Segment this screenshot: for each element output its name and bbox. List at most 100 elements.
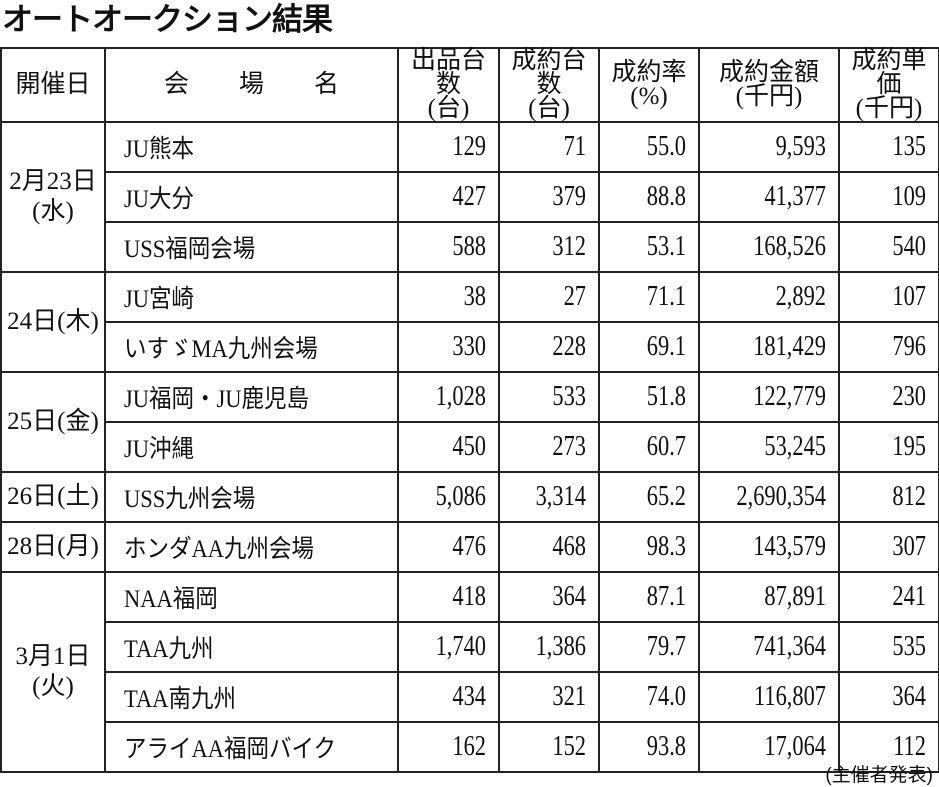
unit-price-cell: 540 (838, 221, 939, 273)
sold-rate-cell: 93.8 (598, 721, 700, 773)
unit-price-value: 364 (892, 681, 926, 712)
sold-amount-value: 9,593 (775, 131, 826, 162)
table-row: 26日(土) USS九州会場 5,086 3,314 65.2 2,690,354 812 (0, 471, 939, 523)
table-row: 24日(木) JU宮崎 38 27 71.1 2,892 107 (0, 271, 939, 373)
unit-price-cell: 307 (838, 521, 939, 573)
venue-cell: USS福岡会場 (104, 221, 399, 273)
sold-count-value: 312 (552, 231, 586, 262)
sold-amount-value: 741,364 (753, 631, 826, 662)
sold-count-cell: 3,314 (498, 471, 600, 523)
table-row: 28日(月) ホンダAA九州会場 476 468 98.3 143,579 307 (0, 521, 939, 573)
date-cell: 28日(月) (0, 521, 106, 573)
listed-count-cell: 434 (397, 671, 500, 723)
venue-cell: JU大分 (104, 171, 399, 223)
venue-value: JU大分 (124, 186, 195, 213)
sold-amount-cell: 116,807 (698, 671, 840, 723)
date-label: 28日(月) (7, 533, 99, 560)
sold-count-cell: 71 (498, 121, 600, 173)
venue-value: USS福岡会場 (124, 236, 256, 263)
listed-count-cell: 418 (397, 571, 500, 623)
sold-rate-value: 53.1 (646, 231, 686, 262)
unit-price-cell: 107 (838, 271, 939, 323)
weekday-label: (水) (32, 198, 74, 225)
unit-price-cell: 230 (838, 371, 939, 423)
venue-cell: JU福岡・JU鹿児島 (104, 371, 399, 423)
table-row: 2月23日 (水) JU熊本 129 71 55.0 9,593 135 (0, 121, 939, 273)
header-label: 成約率 (611, 59, 687, 86)
listed-count-cell: 1,028 (397, 371, 500, 423)
header-label: 成約単価 (851, 47, 927, 98)
listed-count-cell: 476 (397, 521, 500, 573)
sold-rate-value: 93.8 (646, 731, 686, 762)
sold-rate-cell: 79.7 (598, 621, 700, 673)
table-row: USS福岡会場 588 312 53.1 168,526 540 (1, 221, 939, 273)
table-row: 25日(金) JU福岡・JU鹿児島 1,028 533 51.8 122,779 230 (0, 371, 939, 473)
sold-count-value: 379 (552, 181, 586, 212)
sold-count-value: 3,314 (535, 481, 586, 512)
header-unit: (台) (427, 95, 470, 122)
sold-count-cell: 533 (498, 371, 600, 423)
sold-count-cell: 321 (498, 671, 600, 723)
venue-value: USS九州会場 (124, 486, 256, 513)
unit-price-cell: 109 (838, 171, 939, 223)
date-cell: 26日(土) (0, 471, 106, 523)
sold-rate-cell: 55.0 (598, 121, 700, 173)
sold-count-value: 468 (552, 531, 586, 562)
listed-count-value: 418 (452, 581, 486, 612)
unit-price-cell: 535 (838, 621, 939, 673)
column-header: 出品台数 (台) (397, 47, 500, 123)
unit-price-cell: 112 (838, 721, 939, 773)
listed-count-cell: 129 (397, 121, 500, 173)
sold-count-cell: 312 (498, 221, 600, 273)
sold-rate-cell: 53.1 (598, 221, 700, 273)
venue-value: JU沖縄 (124, 436, 195, 463)
table-row: TAA南九州 434 321 74.0 116,807 364 (1, 671, 939, 723)
header-label: 成約金額 (718, 59, 819, 86)
venue-cell: アライAA福岡バイク (104, 721, 399, 773)
sold-amount-cell: 87,891 (698, 571, 840, 623)
unit-price-value: 107 (892, 281, 926, 312)
sold-amount-cell: 741,364 (698, 621, 840, 673)
date-label: 26日(土) (7, 483, 99, 510)
sold-count-value: 1,386 (535, 631, 586, 662)
unit-price-value: 195 (892, 431, 926, 462)
header-unit: (千円) (735, 83, 803, 110)
sold-rate-cell: 65.2 (598, 471, 700, 523)
sold-count-cell: 27 (498, 271, 600, 323)
sold-amount-cell: 181,429 (698, 321, 840, 373)
sold-amount-cell: 168,526 (698, 221, 840, 273)
table-row: いすゞMA九州会場 330 228 69.1 181,429 796 (1, 321, 939, 373)
header-label: 出品台数 (410, 47, 486, 98)
sold-rate-value: 74.0 (646, 681, 686, 712)
venue-cell: ホンダAA九州会場 (104, 521, 399, 573)
sold-rate-cell: 60.7 (598, 421, 700, 473)
column-header: 会 場 名 (104, 47, 399, 123)
sold-rate-value: 87.1 (646, 581, 686, 612)
venue-cell: USS九州会場 (104, 471, 399, 523)
listed-count-value: 1,028 (435, 381, 486, 412)
listed-count-value: 330 (452, 331, 486, 362)
table-row: 3月1日 (火) NAA福岡 418 364 87.1 87,891 241 (0, 571, 939, 773)
listed-count-value: 162 (452, 731, 486, 762)
sold-rate-value: 51.8 (646, 381, 686, 412)
unit-price-value: 135 (892, 131, 926, 162)
sold-rate-cell: 98.3 (598, 521, 700, 573)
sold-amount-value: 53,245 (764, 431, 826, 462)
date-label: 2月23日 (9, 168, 97, 195)
date-label: 25日(金) (7, 408, 99, 435)
sold-rate-cell: 74.0 (598, 671, 700, 723)
sold-amount-cell: 9,593 (698, 121, 840, 173)
column-header: 成約台数 (台) (498, 47, 600, 123)
listed-count-cell: 330 (397, 321, 500, 373)
date-cell: 24日(木) (0, 271, 106, 373)
date-label: 3月1日 (15, 643, 91, 670)
unit-price-value: 540 (892, 231, 926, 262)
sold-count-cell: 152 (498, 721, 600, 773)
listed-count-cell: 588 (397, 221, 500, 273)
unit-price-value: 307 (892, 531, 926, 562)
sold-rate-value: 65.2 (646, 481, 686, 512)
sold-rate-cell: 71.1 (598, 271, 700, 323)
sold-count-cell: 379 (498, 171, 600, 223)
table-row: JU大分 427 379 88.8 41,377 109 (1, 171, 939, 223)
venue-cell: TAA南九州 (104, 671, 399, 723)
